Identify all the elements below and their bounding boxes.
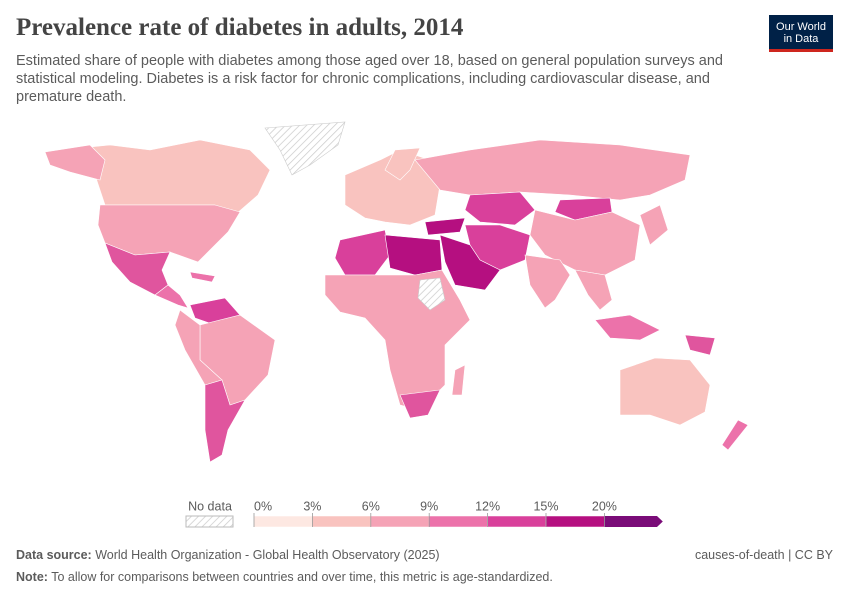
indonesia[interactable] [594,314,661,341]
canada[interactable] [59,139,271,216]
middle-east[interactable] [439,234,501,291]
turkey[interactable] [424,217,466,236]
legend-tick-label: 12% [475,499,500,513]
legend-bin [428,515,488,528]
note-label: Note: [16,570,48,584]
legend-bin [370,515,430,528]
no-data-label: No data [188,499,232,513]
legend-tick-label: 9% [420,499,438,513]
legend-bin [545,515,605,528]
legend-bin [312,515,372,528]
legend-bin [487,515,547,528]
kazakhstan[interactable] [464,191,536,226]
note: Note: To allow for comparisons between c… [16,570,553,584]
greenland[interactable] [264,121,346,176]
countries [44,121,749,463]
legend-tick-label: 3% [303,499,321,513]
usa[interactable] [97,204,241,263]
north-africa[interactable] [334,229,391,276]
source-label: Data source: [16,548,92,562]
alaska[interactable] [44,144,106,181]
note-text: To allow for comparisons between countri… [51,570,553,584]
logo-line: in Data [783,33,819,45]
korea-japan[interactable] [639,204,669,246]
sub-saharan-africa[interactable] [324,269,471,411]
legend-bin-open [604,516,663,527]
legend-tick-label: 0% [254,499,272,513]
russia[interactable] [414,139,691,201]
legend: No data 0% 3% 6% 9% 12% 15% 20% [185,499,663,528]
legend-tick-label: 6% [362,499,380,513]
ethiopia[interactable] [417,277,446,311]
argentina-chile[interactable] [204,379,246,463]
no-data-swatch [185,515,234,528]
libya-egypt[interactable] [384,234,443,276]
legend-tick-label: 15% [533,499,558,513]
madagascar[interactable] [451,364,466,396]
new-zealand[interactable] [721,419,749,451]
logo-line: Our World [776,21,826,33]
australia[interactable] [619,357,711,426]
south-africa[interactable] [399,389,441,419]
title: Prevalence rate of diabetes in adults, 2… [16,14,464,41]
logo[interactable]: Our World in Data [769,15,833,52]
southeast-asia[interactable] [574,269,613,311]
legend-bin [253,515,313,528]
license[interactable]: causes-of-death | CC BY [694,548,833,562]
scandinavia[interactable] [384,147,421,181]
caribbean[interactable] [189,271,216,283]
china[interactable] [529,209,641,276]
legend-tick-label: 20% [592,499,617,513]
india[interactable] [524,254,571,309]
source: Data source: World Health Organization -… [16,548,440,562]
source-text[interactable]: World Health Organization - Global Healt… [95,548,440,562]
subtitle: Estimated share of people with diabetes … [16,53,723,105]
png[interactable] [684,334,716,356]
central-america[interactable] [154,284,189,309]
